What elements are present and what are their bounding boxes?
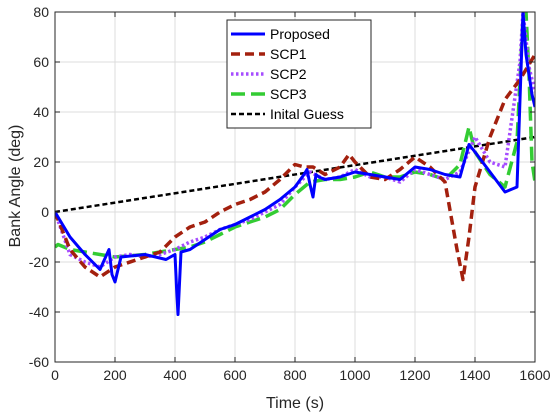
y-tick-label: 60	[33, 54, 49, 70]
x-tick-label: 400	[163, 367, 187, 383]
legend-label: Proposed	[270, 26, 330, 42]
legend-label: SCP3	[270, 86, 307, 102]
x-tick-label: 0	[51, 367, 59, 383]
x-axis-label: Time (s)	[266, 395, 324, 412]
x-tick-label: 800	[283, 367, 307, 383]
legend: Proposed SCP1 SCP2 SCP3 Inital Guess	[226, 19, 372, 129]
y-axis-label: Bank Angle (deg)	[7, 125, 24, 248]
x-tick-label: 1200	[399, 367, 430, 383]
y-tick-label: -20	[29, 254, 49, 270]
series-line-scp1	[55, 53, 535, 282]
series-line-inital-guess	[55, 135, 535, 214]
y-tick-label: 0	[41, 204, 49, 220]
series-line-scp3	[55, 12, 535, 259]
x-tick-label: 200	[103, 367, 127, 383]
legend-label: Inital Guess	[270, 106, 344, 122]
x-tick-label: 600	[223, 367, 247, 383]
x-tick-label: 1000	[339, 367, 370, 383]
axes	[54, 11, 536, 363]
y-tick-label: -40	[29, 304, 49, 320]
series-layer	[55, 12, 535, 316]
x-tick-labels: 0 200 400 600 800 1000 1200 1400 1600	[51, 367, 550, 383]
y-tick-labels: -60 -40 -20 0 20 40 60 80	[29, 4, 49, 370]
y-tick-label: -60	[29, 354, 49, 370]
y-tick-label: 20	[33, 154, 49, 170]
x-tick-label: 1400	[459, 367, 490, 383]
series-line-proposed	[55, 12, 535, 316]
legend-label: SCP2	[270, 66, 307, 82]
y-tick-label: 40	[33, 104, 49, 120]
x-tick-label: 1600	[519, 367, 550, 383]
y-tick-label: 80	[33, 4, 49, 20]
legend-label: SCP1	[270, 46, 307, 62]
